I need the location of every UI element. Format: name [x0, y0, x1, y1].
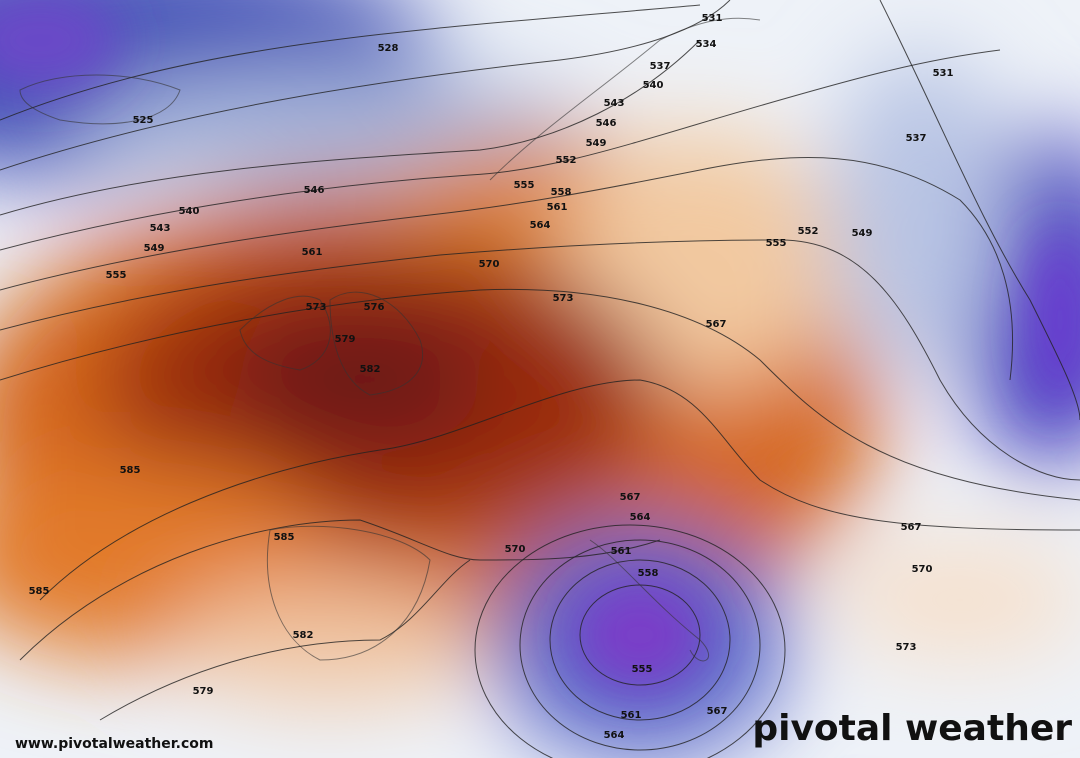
contour-label: 564	[530, 220, 551, 231]
contour-label: 552	[556, 155, 577, 166]
contour-label: 531	[702, 13, 723, 24]
contour-labels: 528 525 531 534 537 540 543 546 549 552 555 558 561 5…	[29, 13, 954, 741]
contour-label: 567	[901, 522, 922, 533]
contour-label: 552	[798, 226, 819, 237]
contour-label: 549	[852, 228, 873, 239]
contour-label: 549	[586, 138, 607, 149]
contour-label: 579	[335, 334, 356, 345]
contour-label: 561	[621, 710, 642, 721]
contour-label: 528	[378, 43, 399, 54]
contour-label: 540	[179, 206, 200, 217]
contour-label: 546	[596, 118, 617, 129]
contour-label: 570	[505, 544, 526, 555]
contour-label: 555	[514, 180, 535, 191]
contour-label: 537	[906, 133, 927, 144]
contour-label: 564	[604, 730, 625, 741]
contour-label: 576	[364, 302, 385, 313]
contour-label: 558	[638, 568, 659, 579]
contour-label: 573	[306, 302, 327, 313]
contour-label: 582	[360, 364, 381, 375]
contour-label: 531	[933, 68, 954, 79]
contour-label: 555	[106, 270, 127, 281]
contour-label: 582	[293, 630, 314, 641]
contour-label: 537	[650, 61, 671, 72]
contour-label: 561	[302, 247, 323, 258]
contour-label: 561	[547, 202, 568, 213]
contour-label: 549	[144, 243, 165, 254]
contour-label: 579	[193, 686, 214, 697]
contour-label: 555	[632, 664, 653, 675]
contour-label: 567	[707, 706, 728, 717]
contour-label: 585	[120, 465, 141, 476]
site-url: www.pivotalweather.com	[15, 736, 214, 752]
contour-label: 573	[553, 293, 574, 304]
contour-label: 570	[479, 259, 500, 270]
contour-label: 543	[604, 98, 625, 109]
contour-label: 585	[274, 532, 295, 543]
contour-label: 585	[29, 586, 50, 597]
contour-label: 540	[643, 80, 664, 91]
contour-label: 561	[611, 546, 632, 557]
contour-label: 573	[896, 642, 917, 653]
contour-label: 555	[766, 238, 787, 249]
contour-label: 525	[133, 115, 154, 126]
contour-label: 570	[912, 564, 933, 575]
contour-label: 567	[706, 319, 727, 330]
logo: pivotal weather	[752, 708, 1072, 749]
coastlines	[19, 17, 761, 662]
contour-label: 546	[304, 185, 325, 196]
contour-label: 558	[551, 187, 572, 198]
contour-label: 564	[630, 512, 651, 523]
contour-label: 534	[696, 39, 717, 50]
contour-label: 567	[620, 492, 641, 503]
contour-label: 543	[150, 223, 171, 234]
